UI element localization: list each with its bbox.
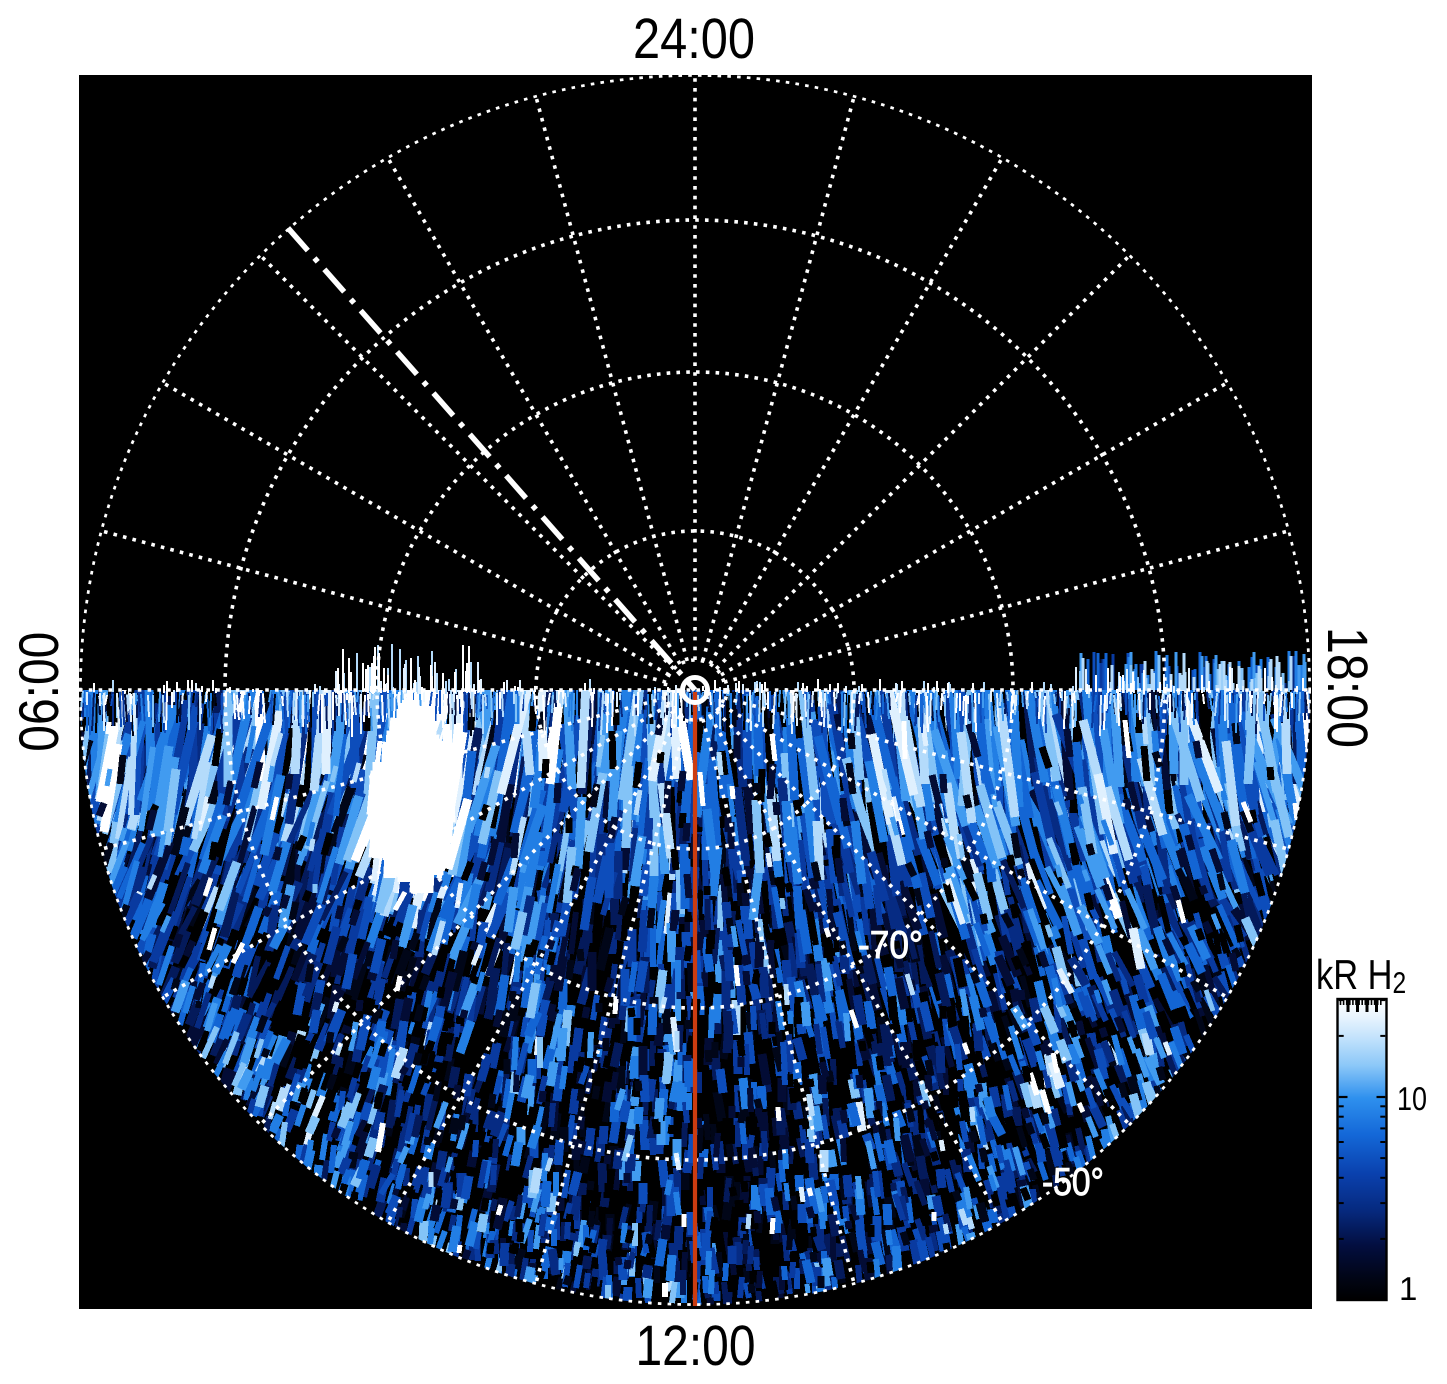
svg-text:1: 1 (1399, 1270, 1417, 1307)
svg-text:-70°: -70° (858, 924, 923, 967)
svg-text:kR H2: kR H2 (1316, 951, 1406, 1000)
svg-text:18:00: 18:00 (1315, 627, 1379, 748)
svg-text:06:00: 06:00 (7, 632, 70, 752)
svg-text:10: 10 (1397, 1080, 1427, 1117)
svg-text:-50°: -50° (1042, 1161, 1104, 1204)
svg-text:12:00: 12:00 (636, 1314, 756, 1378)
svg-text:24:00: 24:00 (633, 7, 755, 71)
